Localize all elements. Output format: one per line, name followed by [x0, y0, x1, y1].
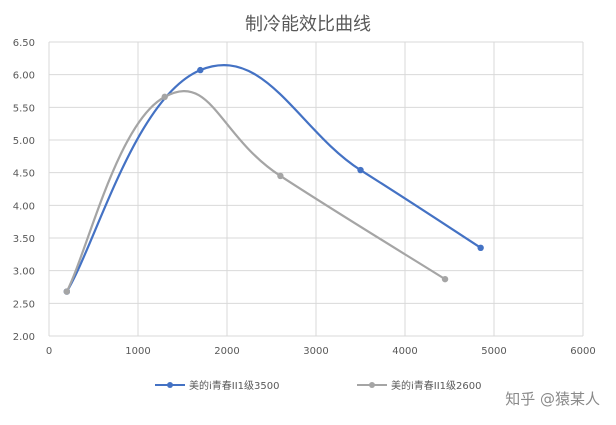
y-tick-label: 2.50 [13, 299, 35, 310]
data-point-series-1 [477, 244, 484, 251]
data-point-series-1 [197, 66, 204, 74]
x-tick-label: 1000 [125, 346, 150, 357]
data-point-series-2 [63, 288, 70, 295]
legend-item-series-1: 美的i青春II1级3500 [155, 379, 280, 392]
y-tick-label: 5.50 [13, 103, 35, 114]
legend-marker-series-2 [369, 382, 375, 388]
legend-marker-series-1 [167, 382, 173, 388]
x-tick-label: 0 [46, 346, 52, 357]
chart-title: 制冷能效比曲线 [245, 14, 371, 35]
data-point-series-2 [441, 275, 449, 283]
y-tick-label: 4.50 [13, 169, 35, 180]
y-axis-tick-labels: 2.00 2.50 3.00 3.50 4.00 4.50 5.00 5.50 6.00 6.50 [13, 38, 35, 343]
data-point-series-2 [277, 172, 284, 180]
x-tick-label: 4000 [392, 346, 417, 357]
x-tick-label: 6000 [570, 346, 595, 357]
x-tick-label: 3000 [303, 346, 328, 357]
y-tick-label: 3.00 [13, 267, 35, 278]
legend-item-series-2: 美的i青春II1级2600 [357, 379, 482, 392]
y-tick-label: 4.00 [13, 201, 35, 212]
y-tick-label: 6.50 [13, 38, 35, 49]
y-tick-label: 5.00 [13, 136, 35, 147]
x-tick-label: 5000 [481, 346, 506, 357]
y-tick-label: 2.00 [13, 332, 35, 343]
data-point-series-2 [161, 93, 168, 101]
y-tick-label: 3.50 [13, 234, 35, 245]
watermark: 知乎 @猿某人 [505, 390, 600, 408]
x-axis-tick-labels: 0 1000 2000 3000 4000 5000 6000 [46, 346, 596, 357]
gridlines [48, 41, 584, 337]
y-tick-label: 6.00 [13, 71, 35, 82]
plot-series [63, 64, 484, 295]
legend-label-series-1: 美的i青春II1级3500 [189, 379, 280, 392]
data-point-series-1 [357, 166, 364, 174]
series-line-1 [65, 64, 482, 293]
legend: 美的i青春II1级3500 美的i青春II1级2600 [155, 379, 482, 392]
series-line-2 [65, 90, 446, 293]
x-tick-label: 2000 [214, 346, 239, 357]
legend-label-series-2: 美的i青春II1级2600 [391, 379, 482, 392]
